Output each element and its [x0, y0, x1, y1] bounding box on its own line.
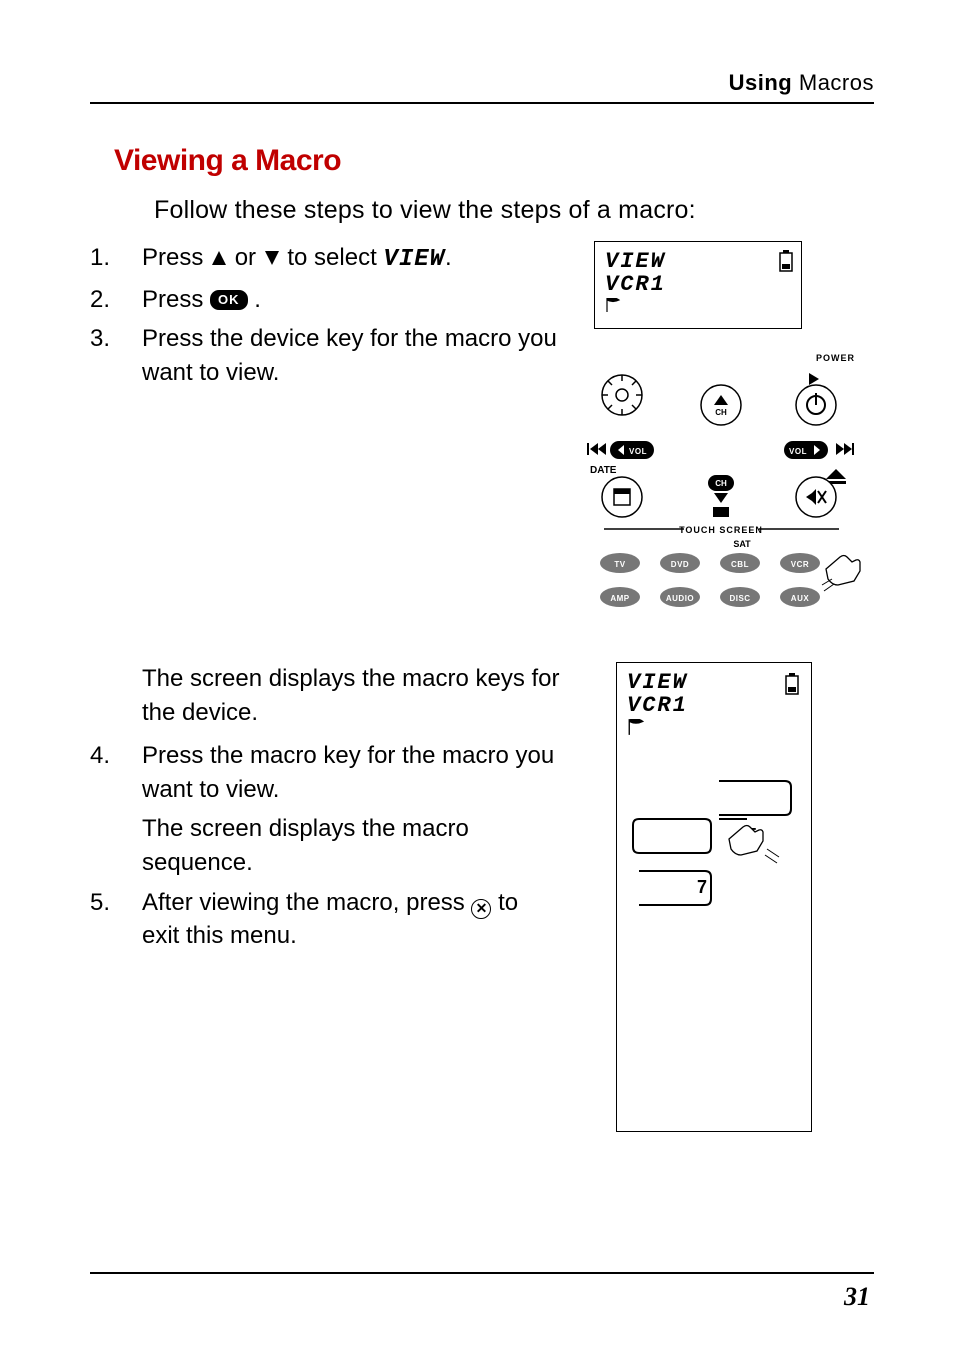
eject-icon	[826, 469, 846, 479]
svg-text:VCR: VCR	[791, 560, 809, 569]
mute-button-icon[interactable]	[796, 477, 836, 517]
step-text: Press the device key for the macro you w…	[142, 322, 560, 389]
device-dvd[interactable]: DVD	[660, 553, 700, 573]
step-5: 5. After viewing the macro, press ✕ to e…	[90, 886, 560, 953]
step-num: 4.	[90, 739, 142, 879]
step-3: 3. Press the device key for the macro yo…	[90, 322, 560, 389]
steps-list-b: 4. Press the macro key for the macro you…	[90, 739, 560, 953]
page-number: 31	[844, 1282, 870, 1312]
device-amp[interactable]: AMP	[600, 587, 640, 607]
svg-text:CH: CH	[715, 479, 727, 488]
svg-text:DISC: DISC	[729, 594, 750, 603]
down-triangle-icon[interactable]	[263, 249, 281, 267]
svg-text:AMP: AMP	[610, 594, 629, 603]
steps-column: 1. Press or to select VIEW. 2. Press OK …	[90, 241, 560, 634]
vol-up-pill[interactable]: VOL	[784, 441, 828, 459]
svg-text:AUX: AUX	[791, 594, 810, 603]
intro-text: Follow these steps to view the steps of …	[154, 196, 874, 225]
step-text: Press the macro key for the macro you wa…	[142, 739, 560, 879]
power-button-icon[interactable]	[796, 385, 836, 425]
backlight-button-icon[interactable]	[602, 375, 642, 415]
device-cbl[interactable]: CBL	[720, 553, 760, 573]
touch-screen-label: TOUCH SCREEN	[679, 525, 763, 535]
device-audio[interactable]: AUDIO	[660, 587, 700, 607]
macro-flag-icon	[605, 298, 621, 312]
step-4: 4. Press the macro key for the macro you…	[90, 739, 560, 879]
svg-text:VOL: VOL	[629, 447, 647, 456]
step-num: 1.	[90, 241, 142, 277]
lcd2-line-2: VCR1	[627, 694, 801, 717]
step-text: After viewing the macro, press ✕ to exit…	[142, 886, 560, 953]
pointing-hand-icon	[729, 826, 779, 864]
lcd-screen-1: VIEW VCR1	[594, 241, 802, 329]
sat-label: SAT	[733, 539, 751, 549]
channel-down-button-icon[interactable]: CH	[708, 475, 734, 517]
lcd-line-2: VCR1	[605, 273, 791, 296]
up-triangle-icon[interactable]	[210, 249, 228, 267]
mid-paragraph: The screen displays the macro keys for t…	[142, 662, 560, 729]
screen-word: VIEW	[383, 246, 445, 273]
step-1: 1. Press or to select VIEW.	[90, 241, 560, 277]
lcd2-line-1: VIEW	[627, 671, 801, 694]
skip-back-icon[interactable]	[587, 443, 606, 455]
header-sub: Macros	[792, 70, 874, 95]
svg-text:CH: CH	[715, 408, 727, 417]
step-text: Press OK .	[142, 283, 560, 317]
remote-diagram: POWER CH	[584, 349, 874, 629]
macro-flag-icon	[627, 719, 645, 735]
step-num: 5.	[90, 886, 142, 953]
battery-icon	[779, 250, 793, 272]
vol-down-pill[interactable]: VOL	[610, 441, 654, 459]
svg-text:TV: TV	[614, 560, 625, 569]
header-section: Using	[729, 70, 793, 95]
step-2: 2. Press OK .	[90, 283, 560, 317]
step-num: 3.	[90, 322, 142, 389]
device-disc[interactable]: DISC	[720, 587, 760, 607]
lcd-screen-2: VIEW VCR1 5 7	[616, 662, 812, 1132]
page-header: Using Macros	[90, 70, 874, 104]
svg-text:CBL: CBL	[731, 560, 749, 569]
figure-column-2: VIEW VCR1 5 7	[584, 662, 874, 1132]
svg-text:DVD: DVD	[671, 560, 689, 569]
skip-fwd-icon[interactable]	[836, 443, 854, 455]
svg-text:7: 7	[697, 877, 707, 897]
steps-list-a: 1. Press or to select VIEW. 2. Press OK …	[90, 241, 560, 389]
device-vcr[interactable]: VCR	[780, 553, 820, 573]
device-row-1: TV DVD CBL VCR	[600, 553, 820, 573]
device-row-2: AMP AUDIO DISC AUX	[600, 587, 820, 607]
pointing-hand-icon	[822, 556, 860, 592]
device-aux[interactable]: AUX	[780, 587, 820, 607]
date-button-icon[interactable]	[602, 477, 642, 517]
step-num: 2.	[90, 283, 142, 317]
footer-rule	[90, 1272, 874, 1274]
svg-text:VOL: VOL	[789, 447, 807, 456]
channel-up-button-icon[interactable]: CH	[701, 385, 741, 425]
section-title: Viewing a Macro	[114, 144, 874, 178]
lcd-line-1: VIEW	[605, 250, 791, 273]
step-text: Press or to select VIEW.	[142, 241, 560, 277]
exit-button-icon[interactable]: ✕	[471, 899, 491, 919]
macro-keys-diagram: 5 7	[627, 775, 803, 975]
svg-text:AUDIO: AUDIO	[666, 594, 694, 603]
battery-icon	[785, 673, 799, 695]
power-label: POWER	[816, 353, 855, 363]
steps-column-2: The screen displays the macro keys for t…	[90, 662, 560, 1132]
date-label: DATE	[590, 465, 617, 476]
play-icon	[809, 373, 819, 385]
device-tv[interactable]: TV	[600, 553, 640, 573]
ok-button-icon[interactable]: OK	[210, 290, 248, 310]
figure-column-1: VIEW VCR1 POWER C	[584, 241, 874, 634]
